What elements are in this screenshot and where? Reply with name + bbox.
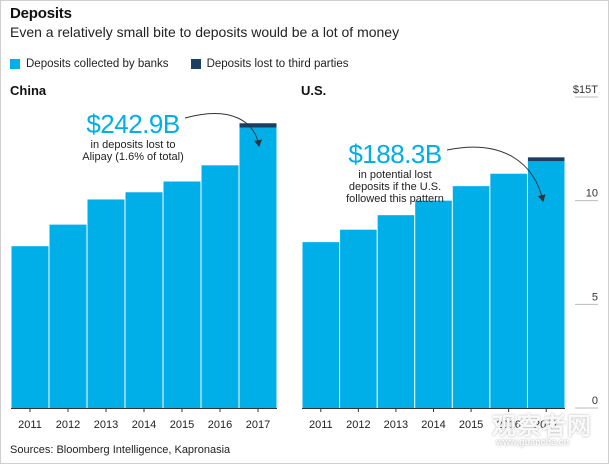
x-tick-label-us-2013: 2013 (384, 419, 408, 431)
watermark-subtext: www.guancha.cn (496, 437, 570, 447)
panel-china: China 2011 2012 2013 2014 2015 2016 2017 $242.9B… (10, 83, 277, 431)
legend-label-lost: Deposits lost to third parties (206, 58, 349, 70)
bar-bank-china-2012 (49, 224, 87, 408)
annotation-value-china: $242.9B (86, 109, 179, 139)
x-tick-label-china-2015: 2015 (170, 419, 194, 431)
legend-swatch-bank (10, 59, 20, 69)
chart-subtitle: Even a relatively small bite to deposits… (10, 24, 400, 40)
bar-bank-us-2017 (527, 161, 565, 408)
source-note: Sources: Bloomberg Intelligence, Kaprona… (10, 444, 231, 456)
panel-us: U.S. 0 5 10 $15T 2011 2012 2013 2014 2015 2016 2017… (301, 83, 598, 431)
annotation-text-line-us: in potential lost (358, 169, 431, 181)
annotation-text-line-china: Alipay (1.6% of total) (82, 151, 184, 163)
x-tick-label-china-2012: 2012 (56, 419, 80, 431)
annotation-text-line-us: deposits if the U.S. (349, 181, 441, 193)
legend: Deposits collected by banks Deposits los… (10, 58, 370, 70)
x-tick-label-us-2012: 2012 (346, 419, 370, 431)
bar-lost-us-2017 (527, 157, 565, 162)
bar-bank-us-2014 (415, 200, 452, 408)
bar-bank-china-2013 (87, 199, 125, 408)
bar-bank-us-2015 (452, 186, 490, 408)
bar-bank-us-2011 (302, 242, 340, 408)
legend-swatch-lost (190, 59, 201, 69)
bar-bank-us-2016 (490, 173, 527, 408)
bar-bank-us-2013 (377, 215, 415, 408)
watermark-text: 观察者网 (492, 412, 592, 440)
bar-bank-china-2016 (201, 165, 239, 408)
legend-label-bank: Deposits collected by banks (26, 58, 169, 70)
annotation-value-us: $188.3B (348, 139, 441, 169)
x-tick-label-china-2016: 2016 (208, 419, 232, 431)
legend-item-lost-deposits: Deposits lost to third parties (190, 58, 349, 70)
legend-item-bank-deposits: Deposits collected by banks (10, 58, 169, 70)
x-tick-label-us-2014: 2014 (421, 419, 445, 431)
panel-title-china: China (10, 83, 47, 98)
x-tick-label-us-2011: 2011 (309, 419, 333, 431)
annotation-arrow-us (446, 146, 546, 202)
chart-title: Deposits (10, 5, 72, 22)
bar-bank-china-2015 (163, 181, 201, 408)
x-tick-label-china-2017: 2017 (246, 419, 270, 431)
x-tick-label-us-2016: 2016 (496, 419, 520, 431)
panel-title-us: U.S. (301, 83, 326, 98)
y-tick-label: 5 (592, 291, 598, 303)
watermark: 观察者网 www.guancha.cn (492, 406, 607, 462)
x-tick-label-us-2015: 2015 (459, 419, 483, 431)
bar-bank-china-2011 (11, 246, 49, 408)
bar-bank-us-2012 (340, 229, 377, 408)
x-tick-label-china-2013: 2013 (94, 419, 118, 431)
annotation-text-line-us: followed this pattern (346, 193, 444, 205)
x-tick-label-us-2017: 2017 (534, 419, 558, 431)
bar-lost-china-2017 (239, 123, 277, 128)
y-tick-label: $15T (573, 84, 598, 96)
x-tick-label-china-2011: 2011 (18, 419, 42, 431)
bar-bank-china-2017 (239, 127, 277, 408)
annotation-text-line-china: in deposits lost to (91, 139, 176, 151)
y-tick-label: 0 (592, 395, 598, 407)
annotation-arrow-china (184, 113, 262, 147)
bar-bank-china-2014 (125, 192, 163, 408)
y-tick-label: 10 (586, 188, 598, 200)
x-tick-label-china-2014: 2014 (132, 419, 156, 431)
